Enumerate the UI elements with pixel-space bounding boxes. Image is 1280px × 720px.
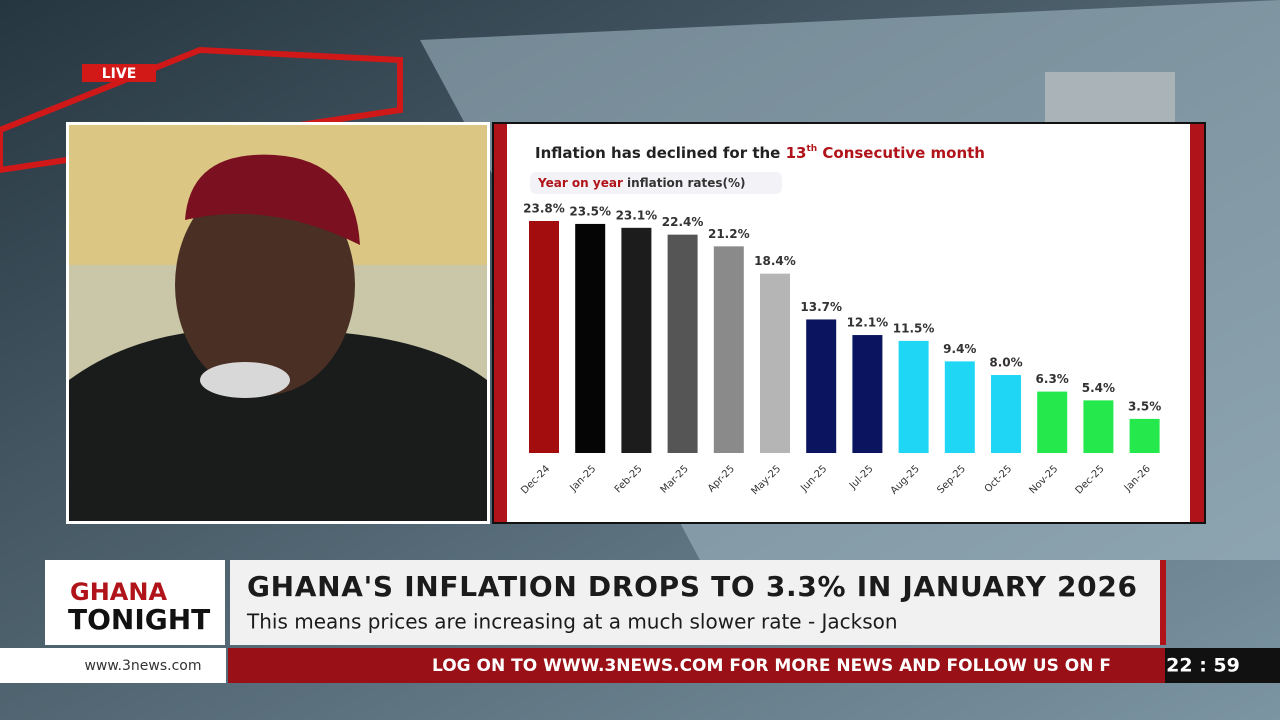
value-label: 6.3% (1036, 372, 1069, 386)
value-label: 23.1% (616, 208, 658, 222)
bar (806, 319, 837, 453)
person-head (175, 175, 355, 395)
bar (575, 223, 606, 453)
value-label: 18.4% (754, 254, 796, 268)
logo-box (45, 560, 225, 645)
bar (1037, 391, 1068, 453)
chart-edge (494, 124, 507, 522)
subtitle-box (530, 172, 782, 194)
red-graphic (0, 46, 403, 174)
headline-box (230, 560, 1165, 645)
bar (529, 221, 559, 453)
bar (991, 375, 1021, 453)
subheadline: This means prices are increasing at a mu… (246, 610, 898, 634)
value-label: 11.5% (893, 321, 935, 335)
logo-line1: GHANA (70, 578, 167, 606)
person-cap (185, 154, 360, 245)
headline: GHANA'S INFLATION DROPS TO 3.3% IN JANUA… (247, 570, 1137, 603)
headline-edge (1160, 560, 1166, 645)
subtitle-part: inflation rates(%) (623, 176, 746, 190)
subtitle-part: Year on year (537, 176, 623, 190)
title-part: 13 (786, 144, 807, 162)
bar (852, 335, 883, 453)
value-label: 8.0% (989, 356, 1022, 370)
live-text: LIVE (102, 66, 137, 82)
emblem (1045, 72, 1175, 122)
value-label: 12.1% (847, 316, 889, 330)
bar (621, 227, 652, 453)
clock: 22 : 59 (1166, 655, 1240, 677)
bar (898, 340, 929, 453)
person-body (69, 328, 487, 521)
title-part: th (806, 144, 817, 154)
bar (1083, 400, 1114, 453)
ticker-bar (228, 648, 1165, 683)
title-part: Inflation has declined for the (535, 144, 786, 162)
clock-box (1165, 648, 1280, 683)
bar (667, 234, 698, 453)
ticker: LOG ON TO WWW.3NEWS.COM FOR MORE NEWS AN… (432, 656, 1111, 676)
bar (760, 273, 790, 453)
website-box (0, 648, 226, 683)
bar (1129, 418, 1160, 453)
value-label: 5.4% (1082, 381, 1115, 395)
bar (713, 246, 744, 453)
logo-line2: TONIGHT (68, 603, 210, 636)
person-beard (200, 362, 290, 398)
value-label: 9.4% (943, 342, 976, 356)
bar (944, 361, 975, 453)
value-label: 22.4% (662, 215, 704, 229)
chart-title: Inflation has declined for the 13th Cons… (535, 144, 985, 162)
live-badge (82, 64, 156, 82)
title-part: Consecutive month (817, 144, 985, 162)
value-label: 13.7% (800, 300, 842, 314)
chart-subtitle: Year on year inflation rates(%) (537, 176, 746, 190)
value-label: 3.5% (1128, 399, 1161, 413)
value-label: 23.5% (569, 204, 611, 218)
chart-edge (1190, 124, 1204, 522)
value-label: 23.8% (523, 202, 565, 216)
website: www.3news.com (84, 658, 201, 674)
value-label: 21.2% (708, 227, 750, 241)
